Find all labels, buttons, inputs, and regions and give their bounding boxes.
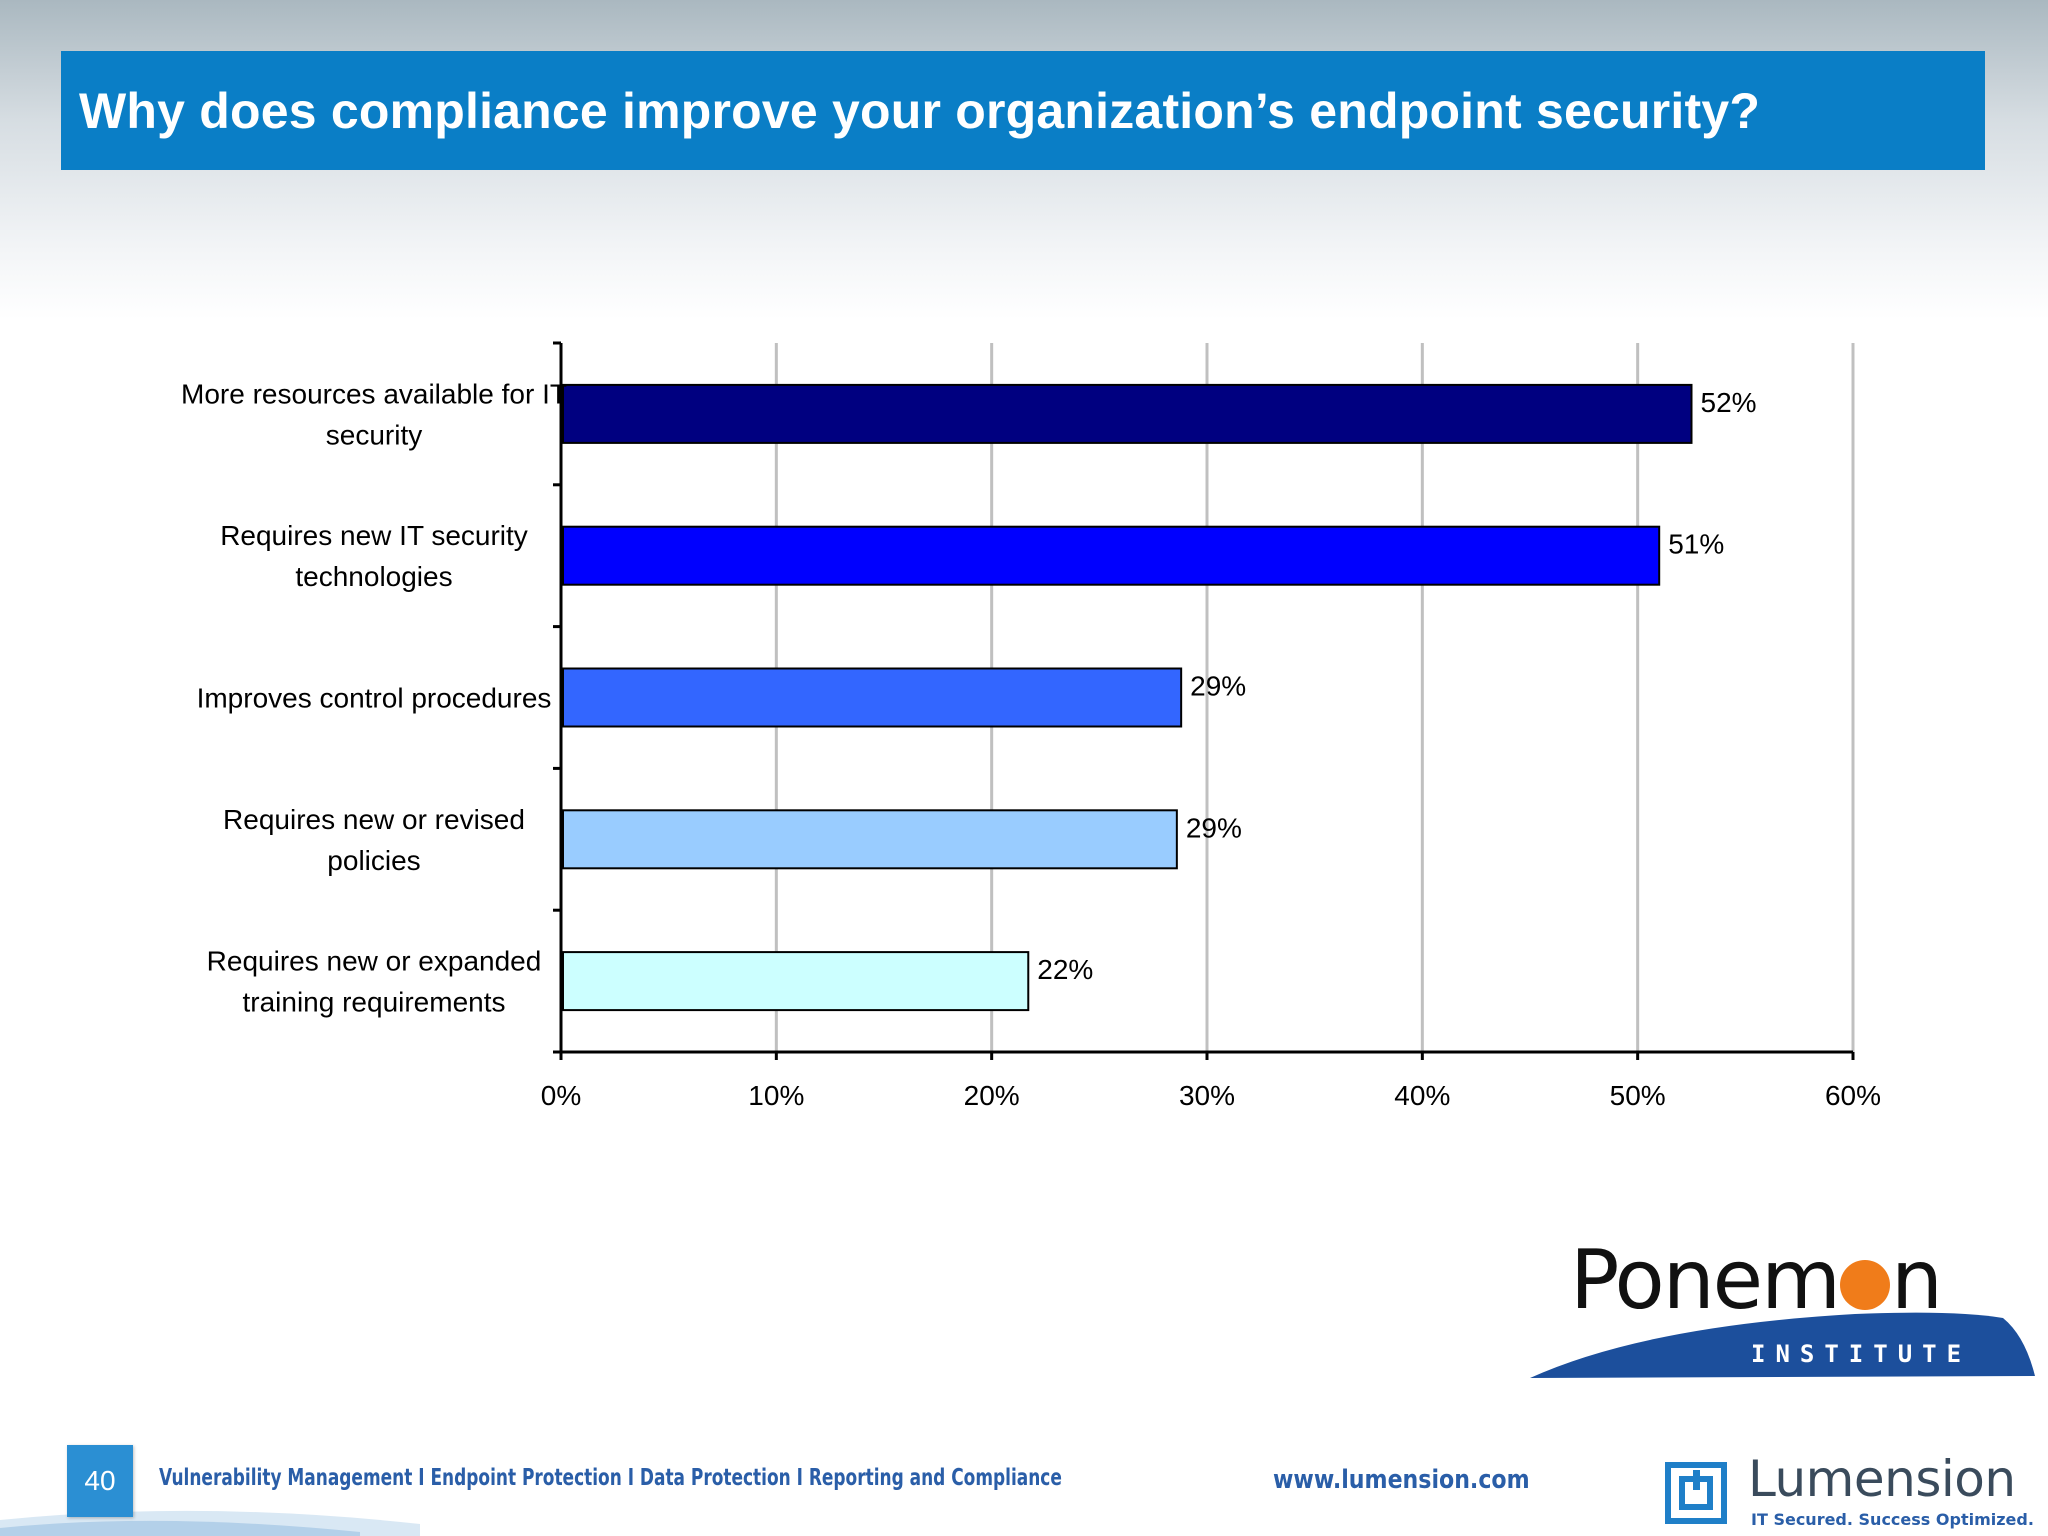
slide-title-bar: Why does compliance improve your organiz… xyxy=(61,51,1985,170)
data-label-3: 29% xyxy=(1186,812,1242,843)
lumension-logo: Lumension IT Secured. Success Optimized. xyxy=(1663,1440,2043,1532)
slide-title: Why does compliance improve your organiz… xyxy=(79,82,1761,139)
x-tick-label-20: 20% xyxy=(964,1080,1020,1111)
category-label-line: Improves control procedures xyxy=(197,683,552,714)
category-label-4: Requires new or expanded training require… xyxy=(207,946,542,1018)
footer-wave-decoration xyxy=(0,1510,420,1536)
category-label-2: Improves control procedures xyxy=(197,683,552,714)
lumension-tagline: IT Secured. Success Optimized. xyxy=(1751,1510,2034,1529)
data-label-4: 22% xyxy=(1037,954,1093,985)
labels: 52% 51% 29% 29% 22% 0% 10% 20% 30% 40% 50% 60% More … xyxy=(181,378,1881,1111)
category-label-line: More resources available for IT xyxy=(181,378,567,409)
page-number-badge: 40 xyxy=(67,1445,133,1517)
category-label-line: Requires new or revised xyxy=(223,804,525,835)
data-label-1: 51% xyxy=(1668,529,1724,560)
ponemon-institute-text: INSTITUTE xyxy=(1751,1340,1972,1368)
bar-3 xyxy=(562,809,1178,870)
ponemon-word-end: n xyxy=(1891,1233,1943,1328)
x-tick-label-40: 40% xyxy=(1394,1080,1450,1111)
category-label-line: policies xyxy=(327,845,420,876)
x-tick-label-60: 60% xyxy=(1825,1080,1881,1111)
ponemon-word-start: Ponem xyxy=(1570,1233,1841,1328)
ponemon-swoosh-icon xyxy=(1530,1312,2035,1378)
category-label-line: technologies xyxy=(295,561,452,592)
x-tick-label-50: 50% xyxy=(1610,1080,1666,1111)
category-label-line: Requires new or expanded xyxy=(207,946,542,977)
category-label-line: security xyxy=(326,419,422,450)
category-label-line: training requirements xyxy=(242,987,505,1018)
lumension-wordmark: Lumension xyxy=(1748,1450,2016,1508)
bar-0 xyxy=(562,383,1693,444)
category-label-3: Requires new or revised policies xyxy=(223,804,525,876)
bar-1 xyxy=(562,525,1661,586)
slide-footer: 40 Vulnerability Management I Endpoint P… xyxy=(0,1420,2048,1536)
category-label-1: Requires new IT security technologies xyxy=(220,520,528,592)
ponemon-orange-dot-icon xyxy=(1840,1260,1890,1310)
footer-url-link[interactable]: www.lumension.com xyxy=(1273,1465,1530,1495)
data-label-0: 52% xyxy=(1701,387,1757,418)
bar-2 xyxy=(562,667,1183,728)
category-label-line: Requires new IT security xyxy=(220,520,528,551)
x-tick-label-30: 30% xyxy=(1179,1080,1235,1111)
ponemon-institute-logo: Ponem n INSTITUTE xyxy=(1525,1240,2045,1390)
ponemon-wordmark: Ponem n xyxy=(1570,1240,1943,1322)
bar-4 xyxy=(562,951,1030,1012)
footer-tagline: Vulnerability Management I Endpoint Prot… xyxy=(159,1465,1062,1491)
axes xyxy=(553,341,1855,1060)
x-tick-label-0: 0% xyxy=(541,1080,581,1111)
x-tick-label-10: 10% xyxy=(748,1080,804,1111)
lumension-mark-icon xyxy=(1665,1462,1727,1524)
category-label-0: More resources available for IT security xyxy=(181,378,567,450)
bars xyxy=(562,383,1693,1012)
data-label-2: 29% xyxy=(1190,671,1246,702)
